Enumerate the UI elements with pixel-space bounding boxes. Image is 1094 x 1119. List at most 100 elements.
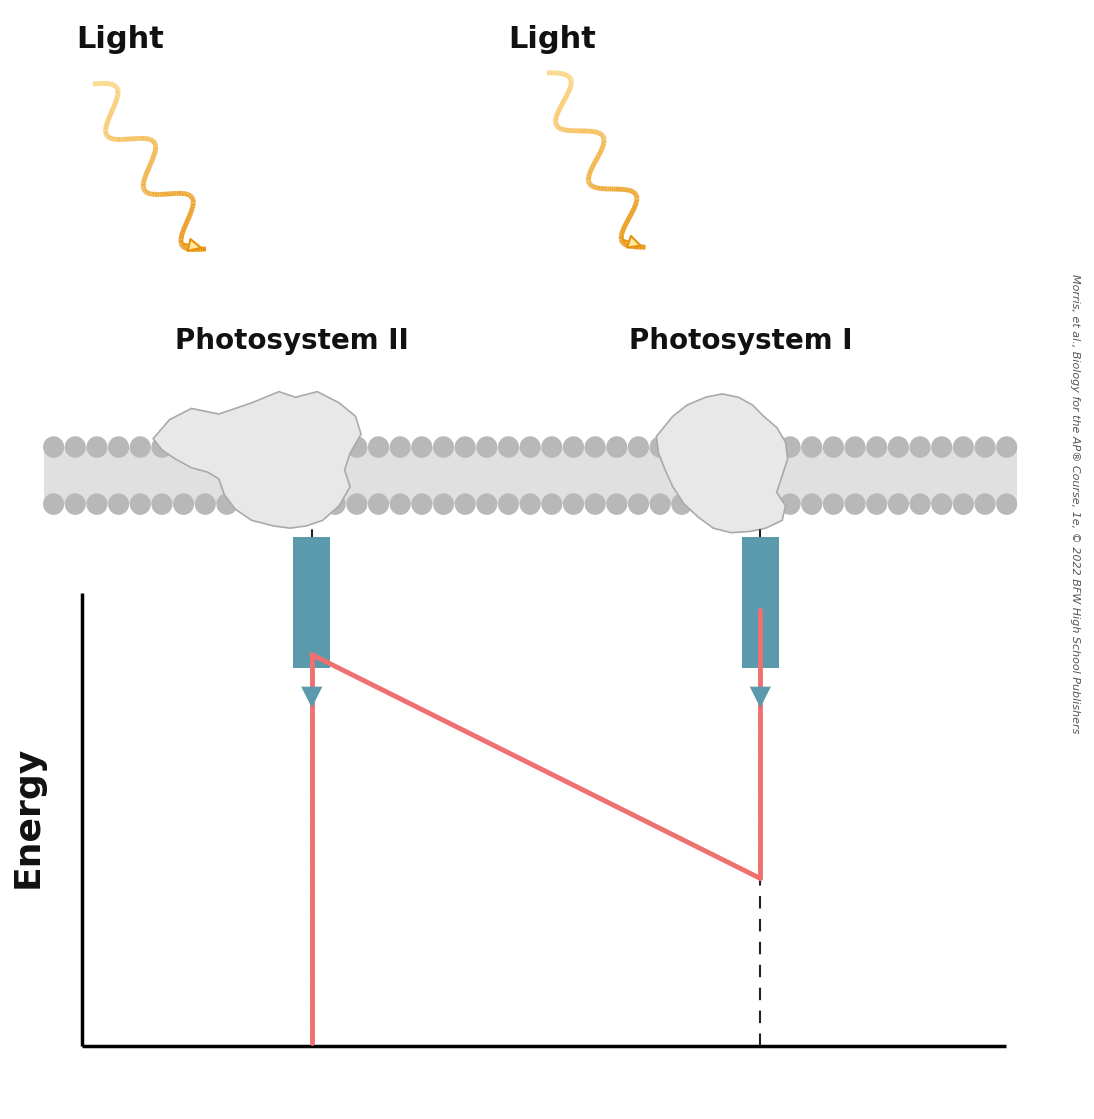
- Circle shape: [824, 495, 843, 515]
- Circle shape: [715, 438, 735, 458]
- Circle shape: [369, 438, 388, 458]
- Text: Light: Light: [77, 25, 164, 54]
- Circle shape: [304, 495, 324, 515]
- Circle shape: [499, 495, 519, 515]
- Circle shape: [44, 438, 63, 458]
- Circle shape: [325, 438, 345, 458]
- Circle shape: [66, 438, 85, 458]
- Circle shape: [780, 438, 800, 458]
- Circle shape: [629, 438, 649, 458]
- Circle shape: [737, 438, 757, 458]
- Circle shape: [152, 438, 172, 458]
- Circle shape: [260, 438, 280, 458]
- Circle shape: [650, 495, 670, 515]
- Circle shape: [997, 495, 1016, 515]
- Circle shape: [282, 438, 302, 458]
- Circle shape: [44, 495, 63, 515]
- Circle shape: [629, 495, 649, 515]
- Text: Light: Light: [509, 25, 596, 54]
- Circle shape: [607, 438, 627, 458]
- Circle shape: [174, 438, 194, 458]
- Text: Photosystem II: Photosystem II: [175, 327, 409, 356]
- Circle shape: [196, 495, 216, 515]
- Circle shape: [347, 495, 366, 515]
- Circle shape: [88, 438, 107, 458]
- Circle shape: [130, 438, 150, 458]
- Circle shape: [433, 495, 453, 515]
- Circle shape: [347, 438, 366, 458]
- Circle shape: [802, 438, 822, 458]
- Text: Photosystem I: Photosystem I: [629, 327, 852, 356]
- FancyBboxPatch shape: [44, 446, 1017, 504]
- Circle shape: [694, 438, 713, 458]
- Circle shape: [758, 438, 778, 458]
- Circle shape: [846, 495, 865, 515]
- Circle shape: [758, 495, 778, 515]
- Circle shape: [238, 495, 258, 515]
- Circle shape: [954, 438, 974, 458]
- FancyBboxPatch shape: [293, 537, 330, 668]
- Circle shape: [217, 438, 236, 458]
- Circle shape: [391, 495, 410, 515]
- Circle shape: [672, 495, 691, 515]
- Polygon shape: [656, 394, 788, 533]
- Circle shape: [780, 495, 800, 515]
- Circle shape: [325, 495, 345, 515]
- Circle shape: [108, 495, 128, 515]
- Circle shape: [130, 495, 150, 515]
- Circle shape: [910, 495, 930, 515]
- Circle shape: [217, 495, 236, 515]
- Circle shape: [304, 438, 324, 458]
- Circle shape: [954, 495, 974, 515]
- Circle shape: [477, 438, 497, 458]
- Circle shape: [694, 495, 713, 515]
- Circle shape: [975, 495, 994, 515]
- Circle shape: [174, 495, 194, 515]
- Circle shape: [932, 438, 952, 458]
- Circle shape: [369, 495, 388, 515]
- Circle shape: [521, 495, 540, 515]
- Circle shape: [455, 438, 475, 458]
- Circle shape: [477, 495, 497, 515]
- Circle shape: [585, 438, 605, 458]
- Text: Energy: Energy: [10, 745, 45, 888]
- Circle shape: [455, 495, 475, 515]
- Circle shape: [672, 438, 691, 458]
- Circle shape: [607, 495, 627, 515]
- Text: Morris, et al., Biology for the AP® Course, 1e, © 2022 BFW High School Publisher: Morris, et al., Biology for the AP® Cour…: [1070, 274, 1081, 733]
- Circle shape: [997, 438, 1016, 458]
- Circle shape: [260, 495, 280, 515]
- Circle shape: [650, 438, 670, 458]
- Circle shape: [910, 438, 930, 458]
- FancyBboxPatch shape: [742, 537, 779, 668]
- Circle shape: [412, 438, 432, 458]
- Polygon shape: [153, 392, 361, 528]
- Circle shape: [412, 495, 432, 515]
- Circle shape: [391, 438, 410, 458]
- Circle shape: [563, 495, 583, 515]
- Circle shape: [196, 438, 216, 458]
- Circle shape: [932, 495, 952, 515]
- Circle shape: [499, 438, 519, 458]
- Circle shape: [66, 495, 85, 515]
- Circle shape: [542, 438, 561, 458]
- Circle shape: [152, 495, 172, 515]
- Circle shape: [866, 438, 886, 458]
- Circle shape: [975, 438, 994, 458]
- Circle shape: [563, 438, 583, 458]
- Circle shape: [585, 495, 605, 515]
- Circle shape: [888, 495, 908, 515]
- Circle shape: [542, 495, 561, 515]
- Circle shape: [846, 438, 865, 458]
- Circle shape: [824, 438, 843, 458]
- Circle shape: [866, 495, 886, 515]
- Circle shape: [715, 495, 735, 515]
- Circle shape: [282, 495, 302, 515]
- Circle shape: [888, 438, 908, 458]
- Circle shape: [238, 438, 258, 458]
- Circle shape: [88, 495, 107, 515]
- Circle shape: [433, 438, 453, 458]
- Circle shape: [737, 495, 757, 515]
- Circle shape: [521, 438, 540, 458]
- Circle shape: [802, 495, 822, 515]
